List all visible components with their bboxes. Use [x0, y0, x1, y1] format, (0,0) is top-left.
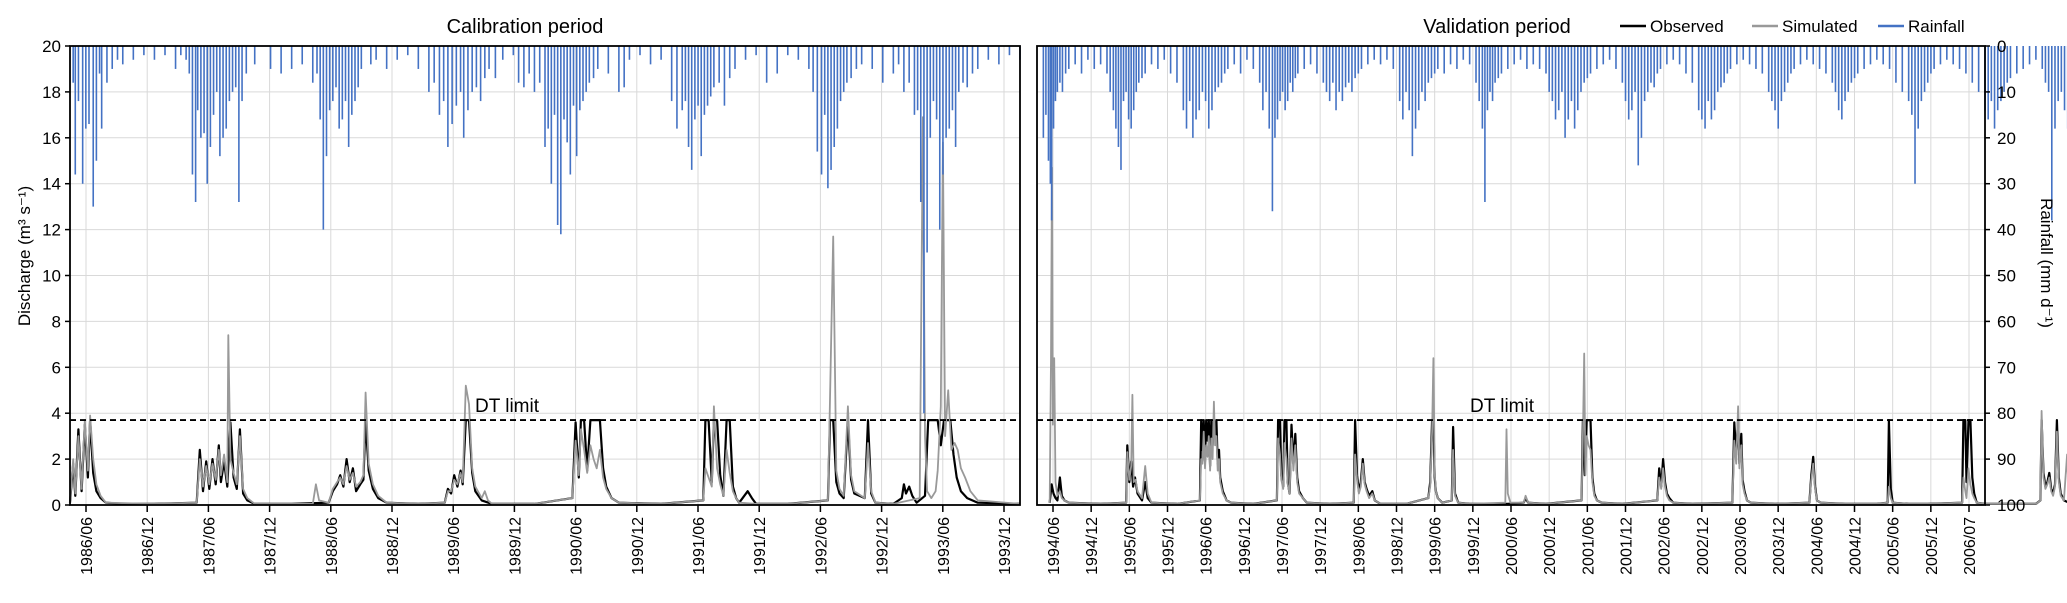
y2-tick-label: 70 [1997, 358, 2016, 377]
x-tick-label: 2000/12 [1542, 517, 1559, 575]
x-tick-label: 1989/12 [507, 517, 524, 575]
x-tick-label: 1987/12 [263, 517, 280, 575]
calibration-title: Calibration period [447, 16, 604, 38]
y2-tick-label: 80 [1997, 404, 2016, 423]
y2-tick-label: 30 [1997, 175, 2016, 194]
x-tick-label: 1998/12 [1390, 517, 1407, 575]
x-tick-label: 1998/06 [1351, 517, 1368, 575]
x-tick-label: 1996/12 [1237, 517, 1254, 575]
x-tick-label: 2002/06 [1657, 517, 1674, 575]
x-tick-label: 1993/12 [997, 517, 1014, 575]
x-tick-label: 1986/12 [140, 517, 157, 575]
x-tick-label: 1990/06 [569, 517, 586, 575]
x-tick-label: 2001/06 [1580, 517, 1597, 575]
x-tick-label: 1997/12 [1313, 517, 1330, 575]
calibration-plot-area: DT limit 1986/06 1986/12 1987/06 1987/12 1988… [42, 37, 1021, 575]
y-tick-label: 4 [52, 404, 61, 423]
y-tick-label: 16 [42, 129, 61, 148]
legend-label-simulated: Simulated [1782, 17, 1858, 36]
x-tick-label: 1989/06 [446, 517, 463, 575]
x-tick-label: 2004/12 [1848, 517, 1865, 575]
x-tick-label: 2003/06 [1733, 517, 1750, 575]
y-tick-label: 20 [42, 37, 61, 56]
x-tick-label: 2001/12 [1619, 517, 1636, 575]
x-tick-label: 1986/06 [79, 517, 96, 575]
x-tick-label: 1988/06 [324, 517, 341, 575]
x-tick-label: 1987/06 [201, 517, 218, 575]
x-tick-label: 2005/06 [1886, 517, 1903, 575]
discharge-axis-label: Discharge (m³ s⁻¹) [15, 186, 34, 326]
x-tick-label: 1999/06 [1428, 517, 1445, 575]
legend-label-observed: Observed [1650, 17, 1724, 36]
x-tick-label: 1997/06 [1275, 517, 1292, 575]
y2-tick-label: 90 [1997, 450, 2016, 469]
x-tick-label: 2006/07 [1962, 517, 1979, 575]
rainfall-axis-label: Rainfall (mm d⁻¹) [2037, 198, 2056, 328]
x-tick-label: 1991/06 [691, 517, 708, 575]
y-tick-label: 10 [42, 267, 61, 286]
dt-limit-label: DT limit [475, 396, 540, 417]
x-tick-label: 2004/06 [1809, 517, 1826, 575]
legend-label-rainfall: Rainfall [1908, 17, 1965, 36]
x-tick-label: 2005/12 [1924, 517, 1941, 575]
x-tick-label: 2002/12 [1695, 517, 1712, 575]
validation-panel: Validation period DT limit 1994/06 1994/12… [1036, 16, 2067, 575]
y2-tick-label: 50 [1997, 267, 2016, 286]
x-tick-label: 1992/06 [813, 517, 830, 575]
y2-tick-label: 20 [1997, 129, 2016, 148]
y-tick-label: 0 [52, 496, 61, 515]
y2-tick-label: 40 [1997, 221, 2016, 240]
x-tick-label: 2000/06 [1504, 517, 1521, 575]
y-tick-label: 14 [42, 175, 61, 194]
simulated-line [1048, 166, 2067, 505]
x-tick-label: 1995/12 [1161, 517, 1178, 575]
x-tick-label: 1996/06 [1199, 517, 1216, 575]
y2-tick-label: 60 [1997, 312, 2016, 331]
y-tick-label: 18 [42, 83, 61, 102]
validation-title: Validation period [1423, 16, 1571, 38]
legend: Observed Simulated Rainfall [1620, 17, 1965, 36]
x-tick-label: 1995/06 [1122, 517, 1139, 575]
validation-plot-area: DT limit 1994/06 1994/12 1995/06 1995/12 1996… [1036, 37, 2067, 575]
x-tick-label: 1994/06 [1046, 517, 1063, 575]
x-tick-label: 1988/12 [385, 517, 402, 575]
y2-tick-label: 10 [1997, 83, 2016, 102]
y-tick-label: 12 [42, 221, 61, 240]
y-tick-label: 2 [52, 450, 61, 469]
simulated-line [69, 116, 1021, 505]
y2-tick-label: 0 [1997, 37, 2006, 56]
x-tick-label: 2003/12 [1771, 517, 1788, 575]
observed-line [68, 419, 1021, 505]
calibration-panel: Calibration period DT limit 1986/06 1986/1… [42, 16, 1021, 575]
dt-limit-label: DT limit [1470, 396, 1535, 417]
x-tick-label: 1992/12 [875, 517, 892, 575]
x-tick-label: 1990/12 [630, 517, 647, 575]
x-tick-label: 1999/12 [1466, 517, 1483, 575]
y-tick-label: 8 [52, 312, 61, 331]
x-tick-label: 1994/12 [1084, 517, 1101, 575]
x-tick-label: 1993/06 [936, 517, 953, 575]
x-tick-label: 1991/12 [752, 517, 769, 575]
y-tick-label: 6 [52, 358, 61, 377]
y2-tick-label: 100 [1997, 496, 2025, 515]
